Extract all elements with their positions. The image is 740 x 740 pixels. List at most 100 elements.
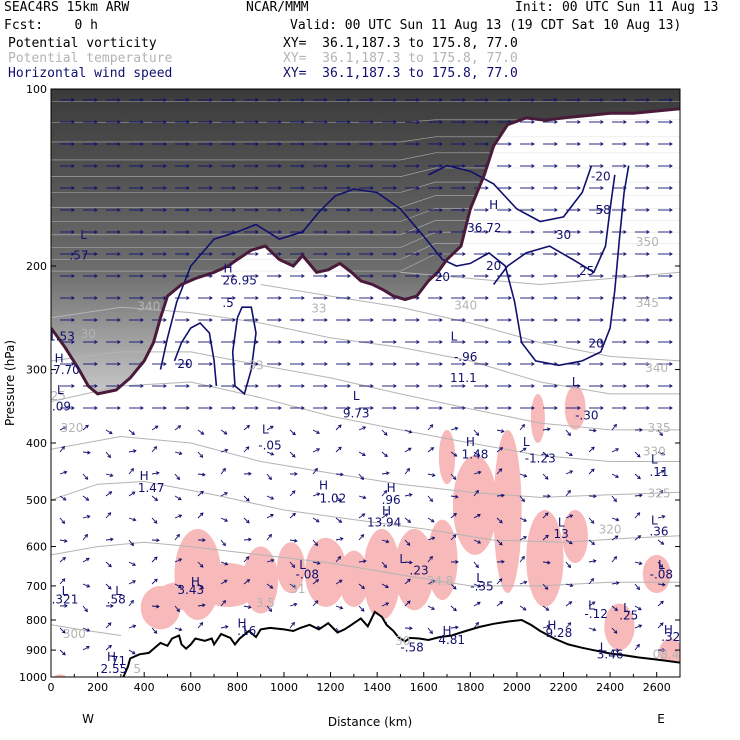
wind-vector-head [140, 164, 144, 168]
wind-vector [243, 446, 250, 453]
wind-vector [565, 470, 573, 475]
field-annotation: 2.55 [101, 662, 128, 676]
wind-vector-head [544, 586, 549, 590]
wind-vector-head [660, 541, 665, 545]
wind-vector-head [569, 514, 574, 518]
wind-vector-head [324, 384, 328, 388]
wind-vector [473, 471, 481, 475]
wind-vector-head [131, 650, 136, 655]
wind-vector-head [255, 186, 259, 190]
moist-blob [394, 528, 435, 611]
wind-vector [197, 473, 206, 476]
init-time: Init: 00 UTC Sun 11 Aug 13 [515, 0, 719, 15]
field-annotation: 1.48 [462, 447, 489, 461]
wind-vector [542, 451, 549, 457]
wind-vector-head [600, 340, 604, 344]
wind-vector-head [163, 384, 167, 388]
wind-vector-head [462, 296, 466, 300]
wind-vectors [59, 98, 673, 657]
wind-vector-head [130, 542, 134, 547]
wind-vector [542, 534, 549, 541]
wind-vector-head [409, 560, 413, 565]
wind-vector-head [94, 406, 98, 410]
wind-vector-head [301, 318, 305, 322]
wind-vector-head [117, 142, 121, 146]
wind-vector-head [223, 579, 228, 584]
wind-vector-head [110, 603, 114, 608]
wind-vector-head [567, 432, 571, 437]
wind-vector-head [669, 186, 673, 190]
wind-vector [404, 493, 412, 497]
wind-vector-head [337, 424, 342, 429]
wind-vector-head [209, 318, 213, 322]
wind-vector-head [499, 519, 503, 524]
wind-vector-head [577, 406, 581, 410]
wind-vector [82, 627, 90, 632]
wind-vector [565, 539, 573, 544]
wind-vector-head [600, 98, 604, 102]
wind-vector-head [199, 454, 204, 458]
wind-vector-head [577, 142, 581, 146]
field-annotation: H [387, 481, 396, 495]
wind-vector-head [462, 318, 466, 322]
wind-vector [358, 560, 366, 563]
wind-vector [128, 539, 134, 546]
wind-vector-head [416, 164, 420, 168]
wind-vector-head [278, 384, 282, 388]
x-tick-label: 1200 [317, 681, 345, 694]
wind-vector-head [636, 512, 641, 516]
wind-vector [404, 561, 413, 564]
wind-vector-head [569, 583, 574, 588]
wind-vector [59, 557, 66, 563]
wind-vector [519, 424, 525, 431]
wind-vector-head [439, 296, 443, 300]
wind-vector-head [94, 120, 98, 124]
wind-vector-head [669, 120, 673, 124]
wind-vector-head [485, 186, 489, 190]
wind-vector-head [462, 120, 466, 124]
wind-vector [542, 625, 550, 629]
wind-vector-head [669, 384, 673, 388]
wind-vector-head [154, 578, 158, 583]
wind-vector [197, 512, 204, 519]
wind-vector [473, 490, 479, 497]
wind-vector-head [270, 558, 275, 563]
wind-vector-head [324, 318, 328, 322]
wind-vector-head [255, 120, 259, 124]
wind-vector-head [84, 476, 89, 480]
wind-vector [128, 649, 136, 655]
field-annotation: 33 [248, 359, 263, 373]
wind-vector [266, 473, 272, 480]
wind-vector-head [314, 542, 319, 547]
wind-vector-head [94, 362, 98, 366]
wind-vector [335, 517, 342, 523]
wind-vector [496, 429, 504, 433]
field-annotation: H [664, 623, 673, 637]
wind-vector [151, 425, 159, 431]
wind-vector-head [94, 296, 98, 300]
field-annotation: L [651, 452, 658, 466]
wind-vector [289, 622, 295, 629]
wind-vector-head [521, 498, 525, 503]
wind-vector-head [232, 252, 236, 256]
wind-vector-head [255, 252, 259, 256]
wind-vector-head [531, 142, 535, 146]
wind-vector-head [531, 98, 535, 102]
wind-vector-head [393, 362, 397, 366]
wind-vector-head [476, 601, 481, 606]
model-name: SEAC4RS 15km ARW [4, 0, 130, 15]
wind-vector-head [255, 340, 259, 344]
field-annotation: L [451, 330, 458, 344]
wind-vector [588, 578, 594, 585]
wind-vector-head [600, 120, 604, 124]
wind-vector-head [501, 559, 505, 564]
wind-vector-head [592, 627, 597, 632]
wind-vector-head [508, 186, 512, 190]
wind-vector-head [590, 577, 595, 582]
wind-vector-head [485, 340, 489, 344]
wind-vector-head [94, 164, 98, 168]
wind-vector-head [615, 517, 620, 522]
wind-vector [565, 622, 571, 629]
y-tick-label: 600 [26, 541, 47, 554]
wind-vector-head [316, 430, 320, 434]
